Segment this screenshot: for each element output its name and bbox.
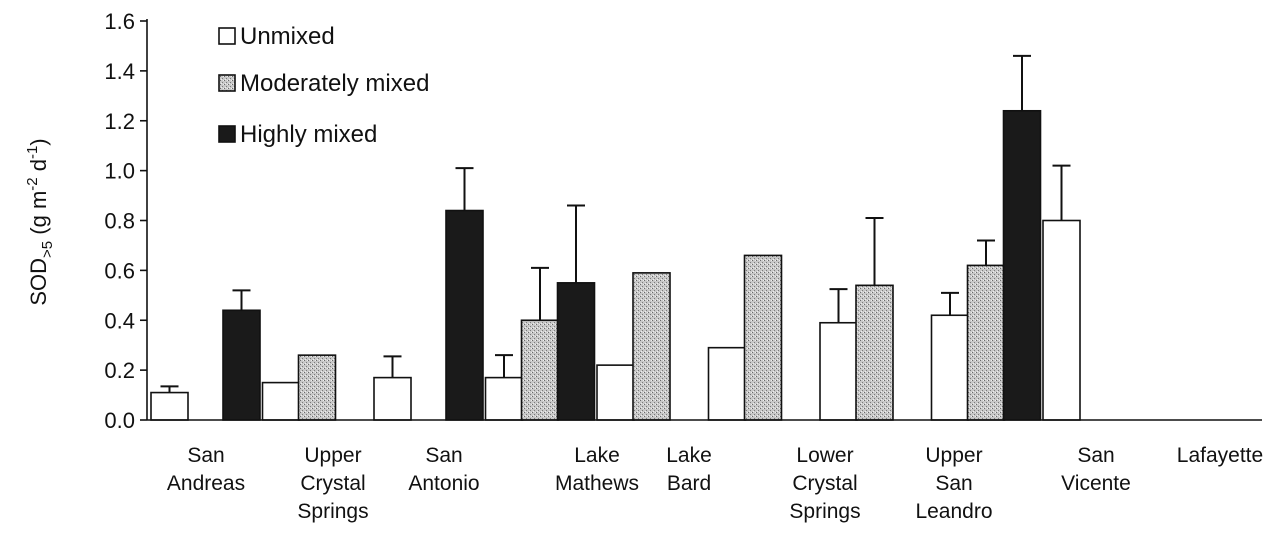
- y-axis-label: SOD>5 (g m-2 d-1): [24, 138, 56, 305]
- bar-unmixed: [373, 376, 412, 421]
- bar-unmixed: [707, 346, 747, 421]
- x-category-label-line: Lower: [796, 444, 853, 467]
- legend: Unmixed Moderately mixed Highly mixed: [218, 23, 429, 148]
- bar-highly-mixed: [222, 309, 261, 421]
- bar-unmixed: [596, 364, 635, 421]
- bar-unmixed: [150, 391, 189, 421]
- bar-moderately-mixed: [966, 264, 1006, 421]
- y-axis-label-part: (g m: [26, 191, 51, 241]
- y-axis-label-part: -2: [24, 177, 41, 190]
- bar-unmixed: [930, 314, 970, 421]
- x-category-label-line: Leandro: [915, 500, 992, 523]
- x-category-label-line: Mathews: [555, 472, 639, 495]
- bars: [150, 109, 1081, 421]
- x-category-label-line: Lake: [574, 444, 620, 467]
- bar-highly-mixed: [556, 282, 596, 421]
- x-category-label: Lafayette: [1177, 444, 1263, 467]
- legend-swatch-highly-mixed: [218, 125, 236, 143]
- legend-label-moderately-mixed: Moderately mixed: [240, 70, 429, 97]
- x-category-label: Lake Mathews: [555, 444, 639, 495]
- x-category-label-line: San: [1077, 444, 1114, 467]
- x-category-label-line: Antonio: [408, 472, 479, 495]
- x-category-label-line: Springs: [789, 500, 860, 523]
- x-category-label-line: Crystal: [792, 472, 857, 495]
- bar-highly-mixed: [445, 209, 484, 421]
- x-category-label-line: Vicente: [1061, 472, 1131, 495]
- y-tick-label: 0.4: [104, 308, 135, 333]
- y-tick-label: 0.0: [104, 408, 135, 433]
- x-category-label-line: Andreas: [167, 472, 245, 495]
- legend-swatch-unmixed: [218, 27, 236, 45]
- y-axis-label-part: ): [26, 138, 51, 145]
- x-category-label-line: San: [187, 444, 224, 467]
- y-axis-label-part: d: [26, 159, 51, 177]
- bar-highly-mixed: [1002, 109, 1042, 421]
- y-tick-label: 0.8: [104, 209, 135, 234]
- bar-moderately-mixed: [520, 319, 560, 421]
- y-axis-title: SOD>5 (g m-2 d-1): [24, 138, 56, 305]
- axes: [146, 19, 1262, 421]
- legend-label-highly-mixed: Highly mixed: [240, 121, 377, 148]
- x-category-label: San Antonio: [408, 444, 479, 495]
- bar-unmixed: [819, 321, 858, 421]
- y-axis-label-part: >5: [39, 241, 56, 258]
- legend-swatch-moderately-mixed: [218, 74, 236, 92]
- x-category-label: San Vicente: [1061, 444, 1131, 495]
- x-category-label: Lower Crystal Springs: [789, 444, 860, 523]
- y-axis-label-part: SOD: [26, 258, 51, 306]
- y-axis-label-part: -1: [24, 146, 41, 159]
- y-ticks: 0.0 0.2 0.4 0.6 0.8 1.0 1.2 1.4 1.6: [104, 9, 147, 433]
- x-category-label: Upper Crystal Springs: [297, 444, 368, 523]
- x-category-label: San Andreas: [167, 444, 245, 495]
- y-tick-label: 1.0: [104, 159, 135, 184]
- x-category-label-line: Bard: [667, 472, 711, 495]
- x-category-label-line: Upper: [304, 444, 361, 467]
- y-tick-label: 0.2: [104, 358, 135, 383]
- x-category-label-line: Springs: [297, 500, 368, 523]
- x-category-label-line: Upper: [925, 444, 982, 467]
- bar-moderately-mixed: [632, 272, 671, 421]
- y-tick-label: 1.6: [104, 9, 135, 34]
- category-labels: San Andreas Upper Crystal Springs San Antonio L…: [167, 444, 1263, 523]
- error-bars: [160, 54, 1071, 393]
- x-category-label-line: Lake: [666, 444, 712, 467]
- x-category-label-line: San: [935, 472, 972, 495]
- bar-moderately-mixed: [743, 254, 783, 421]
- legend-label-unmixed: Unmixed: [240, 23, 335, 50]
- y-tick-label: 1.4: [104, 59, 135, 84]
- x-category-label-line: Crystal: [300, 472, 365, 495]
- bar-unmixed: [484, 376, 524, 421]
- bar-moderately-mixed: [297, 354, 337, 421]
- x-category-label: Upper San Leandro: [915, 444, 992, 523]
- bar-unmixed: [1042, 219, 1081, 421]
- y-tick-label: 0.6: [104, 258, 135, 283]
- x-category-label-line: Lafayette: [1177, 444, 1263, 467]
- x-category-label: Lake Bard: [666, 444, 712, 495]
- bar-moderately-mixed: [855, 284, 894, 421]
- y-tick-label: 1.2: [104, 109, 135, 134]
- bar-unmixed: [261, 381, 301, 421]
- x-category-label-line: San: [425, 444, 462, 467]
